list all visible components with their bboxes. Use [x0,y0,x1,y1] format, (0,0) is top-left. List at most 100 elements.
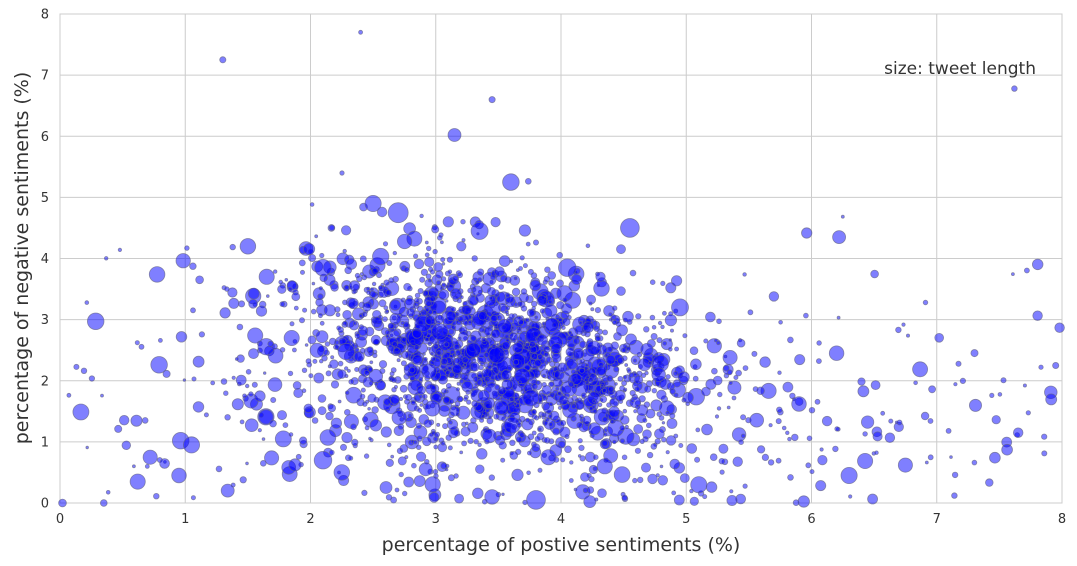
data-point [775,418,782,425]
data-point [874,450,879,455]
data-point [520,305,528,312]
data-point [402,490,408,497]
data-point [534,435,541,442]
data-point [385,309,390,314]
data-point [583,495,597,509]
data-point [768,291,780,302]
data-point [641,462,652,473]
data-point [756,386,765,395]
data-point [529,340,536,348]
data-point [690,358,702,371]
data-point [768,423,773,428]
data-point [317,406,327,416]
data-point [579,455,586,462]
data-point [792,499,800,507]
data-point [559,426,571,438]
data-point [1032,310,1043,321]
data-point [991,415,1001,425]
data-point [534,315,539,320]
data-point [444,467,449,472]
data-point [491,344,497,350]
data-point [404,393,412,401]
data-point [671,298,689,317]
data-point [234,357,239,361]
data-point [321,355,328,362]
data-point [279,301,286,307]
data-point [360,387,366,393]
data-point [816,358,822,365]
data-point [358,29,364,35]
data-point [295,453,302,460]
data-point [872,431,883,442]
data-point [341,431,353,444]
data-point [862,431,868,437]
data-point [345,386,363,404]
data-point [634,386,640,393]
data-point [436,280,442,286]
data-point [576,421,583,429]
data-point [398,353,403,358]
data-point [386,442,392,448]
data-point [330,417,342,429]
data-point [389,299,402,311]
data-point [927,454,934,461]
data-point [451,352,457,357]
data-point [372,352,378,359]
data-point [371,267,379,275]
data-point [556,251,563,259]
data-point [895,326,902,334]
data-point [319,429,337,446]
data-point [301,388,307,394]
data-point [430,356,436,362]
data-point [159,458,170,469]
data-point [718,443,729,454]
data-point [500,457,506,463]
data-point [484,294,497,307]
data-point [424,400,441,417]
data-point [374,381,379,386]
data-point [602,416,609,423]
data-point [425,315,436,326]
data-point [385,289,392,296]
data-point [582,321,595,334]
data-point [424,256,435,268]
data-point [422,436,432,447]
data-point [422,290,429,297]
data-point [441,261,446,266]
data-point [385,334,390,338]
data-point [504,292,511,298]
data-point [452,275,459,282]
data-point [387,322,395,330]
y-tick-label: 3 [41,313,49,328]
data-point [477,277,483,282]
data-point [805,462,812,469]
data-point [247,327,264,344]
data-point [425,300,432,307]
data-point [446,256,453,263]
data-point [1041,433,1048,440]
data-point [625,333,637,346]
data-point [639,438,645,444]
data-point [955,360,962,367]
plot-frame [59,13,1063,504]
data-point [609,419,615,424]
data-point [578,444,585,451]
data-point [747,309,754,316]
data-point [888,418,894,424]
data-point [273,269,278,274]
data-point [383,305,389,311]
data-point [454,493,465,504]
data-point [668,338,672,342]
data-point [679,473,690,484]
data-point [648,360,653,365]
data-point [482,428,497,444]
data-point [669,458,681,470]
data-point [239,419,245,425]
data-point [424,240,429,245]
data-point [659,400,675,417]
data-point [791,433,799,442]
data-point [562,317,571,326]
data-point [376,206,388,218]
data-point [619,385,625,392]
data-point [543,345,551,354]
